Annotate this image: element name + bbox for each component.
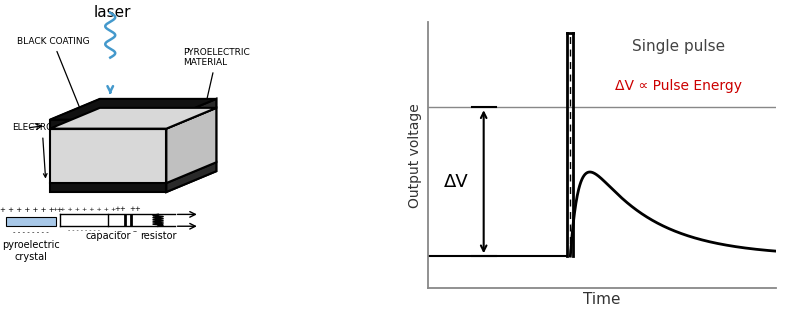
Text: capacitor: capacitor (86, 231, 131, 241)
Text: ΔV ∝ Pulse Energy: ΔV ∝ Pulse Energy (615, 79, 742, 93)
Polygon shape (50, 129, 166, 183)
Text: PYROELECTRIC
MATERIAL: PYROELECTRIC MATERIAL (183, 48, 250, 141)
Text: ++: ++ (130, 206, 141, 212)
Text: + + + + + + + +: + + + + + + + + (0, 207, 62, 213)
Polygon shape (50, 183, 166, 192)
Text: --: -- (133, 228, 138, 234)
Polygon shape (166, 99, 216, 129)
Polygon shape (166, 99, 216, 192)
Polygon shape (50, 108, 216, 129)
Text: --: -- (118, 228, 123, 234)
Text: Single pulse: Single pulse (632, 39, 725, 54)
Text: ++: ++ (114, 206, 126, 212)
Text: - - - - - - - -: - - - - - - - - (14, 229, 49, 235)
Text: + + + + + + + + +: + + + + + + + + + (53, 207, 116, 212)
Text: - - - - - - - -: - - - - - - - - (68, 228, 100, 233)
Bar (6, 217, 56, 226)
Y-axis label: Output voltage: Output voltage (409, 103, 422, 208)
Polygon shape (50, 120, 166, 129)
Text: BLACK COATING: BLACK COATING (17, 37, 90, 113)
Polygon shape (50, 99, 100, 192)
Text: resistor: resistor (140, 231, 176, 241)
Polygon shape (166, 162, 216, 192)
Text: laser: laser (94, 5, 131, 20)
Text: ΔV: ΔV (443, 173, 468, 191)
Polygon shape (166, 108, 216, 183)
Text: ELECTRODES: ELECTRODES (13, 124, 72, 177)
Polygon shape (50, 99, 216, 120)
X-axis label: Time: Time (583, 292, 621, 307)
Text: pyroelectric
crystal: pyroelectric crystal (2, 240, 60, 262)
